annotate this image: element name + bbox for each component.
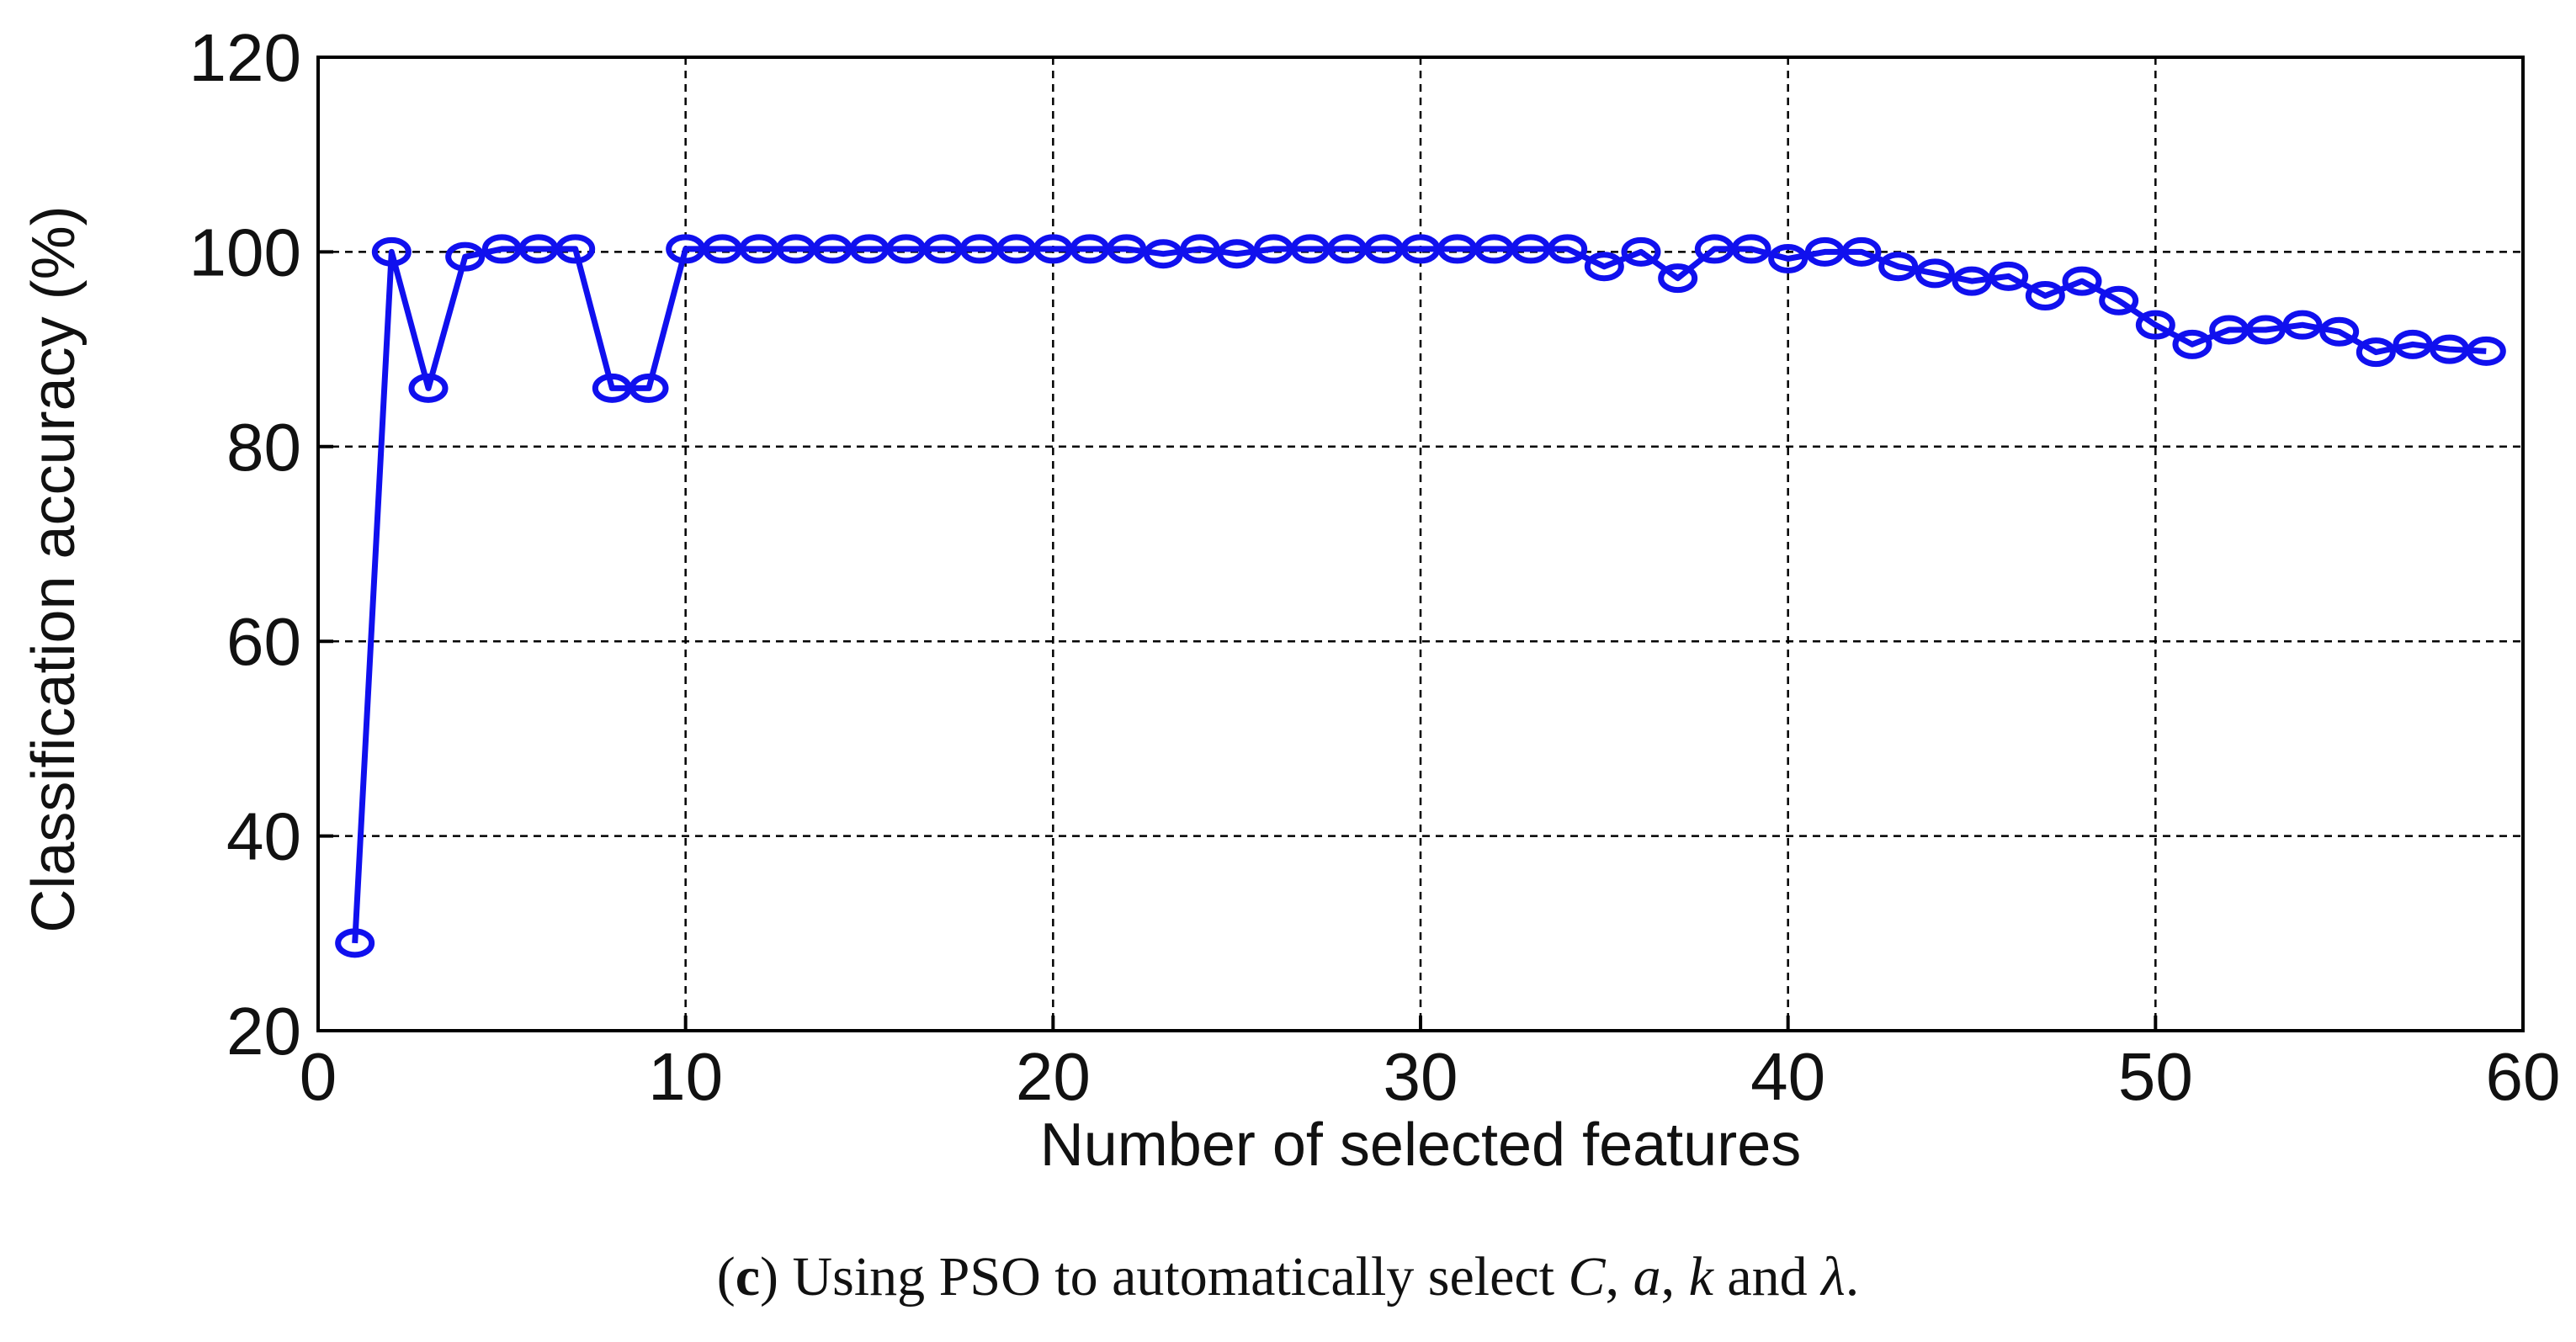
caption-var-a: a <box>1633 1246 1661 1308</box>
data-point <box>2282 310 2323 340</box>
data-point <box>2135 310 2175 340</box>
chart: 0 10 20 30 40 50 60 20 40 60 80 100 120 Number of s… <box>20 20 2561 1179</box>
data-point <box>1584 252 1624 282</box>
data-point <box>1658 263 1698 294</box>
data-point <box>996 234 1037 264</box>
data-point <box>2466 336 2506 366</box>
data-point <box>2172 329 2212 359</box>
x-tick-label: 20 <box>1016 1039 1091 1114</box>
data-point <box>1363 234 1404 264</box>
series-markers <box>335 234 2506 958</box>
data-point <box>1768 243 1809 273</box>
x-tick-label: 10 <box>648 1039 723 1114</box>
data-point <box>1804 236 1845 267</box>
data-point <box>2245 315 2286 345</box>
y-tick-label: 60 <box>226 604 301 679</box>
figure-caption: (c) Using PSO to automatically select C,… <box>716 1246 1860 1308</box>
data-point <box>2209 315 2249 345</box>
y-tick-label: 80 <box>226 410 301 485</box>
data-point <box>1548 234 1588 264</box>
data-point <box>555 234 596 264</box>
data-point <box>1952 266 1992 296</box>
data-point <box>371 236 412 267</box>
data-point <box>629 373 669 403</box>
data-point <box>518 234 559 264</box>
data-point <box>1180 234 1220 264</box>
data-point <box>2099 285 2139 316</box>
tick-marks <box>316 56 2525 1032</box>
data-point <box>445 241 486 272</box>
data-point <box>2062 266 2102 296</box>
y-tick-label: 120 <box>189 20 301 95</box>
x-axis-title: Number of selected features <box>1040 1111 1801 1179</box>
data-point <box>1070 234 1110 264</box>
data-point <box>702 234 742 264</box>
data-point <box>666 234 706 264</box>
data-point <box>2356 337 2396 368</box>
data-point <box>2025 280 2065 310</box>
data-point <box>812 234 852 264</box>
data-point <box>1290 234 1330 264</box>
caption-text: Using PSO to automatically select <box>792 1246 1555 1308</box>
grid-lines <box>318 57 2523 1031</box>
data-point <box>1033 234 1073 264</box>
data-point <box>1107 234 1147 264</box>
data-point <box>408 373 449 403</box>
data-point <box>2393 329 2433 359</box>
x-tick-labels: 0 10 20 30 40 50 60 <box>300 1039 2561 1114</box>
caption-and: and <box>1727 1246 1808 1308</box>
data-point <box>1217 239 1257 269</box>
x-tick-label: 50 <box>2118 1039 2193 1114</box>
data-point <box>2319 316 2360 347</box>
data-point <box>959 234 1000 264</box>
x-tick-label: 60 <box>2486 1039 2561 1114</box>
data-point <box>1327 234 1368 264</box>
y-tick-label: 40 <box>226 799 301 874</box>
y-tick-label: 20 <box>226 994 301 1069</box>
data-point <box>1878 252 1919 282</box>
data-point <box>886 234 927 264</box>
data-point <box>776 234 816 264</box>
y-axis-title: Classification accuracy (%) <box>20 205 88 932</box>
data-point <box>1400 234 1441 264</box>
data-point <box>1511 234 1551 264</box>
y-tick-labels: 20 40 60 80 100 120 <box>189 20 301 1069</box>
data-point <box>922 234 963 264</box>
data-point <box>849 234 890 264</box>
data-point <box>1143 239 1183 269</box>
x-tick-label: 40 <box>1750 1039 1825 1114</box>
data-point <box>1731 234 1771 264</box>
data-point <box>1253 234 1293 264</box>
data-point <box>335 928 375 958</box>
x-tick-label: 30 <box>1384 1039 1458 1114</box>
y-tick-label: 100 <box>189 215 301 289</box>
data-point <box>592 373 632 403</box>
data-point <box>1437 234 1478 264</box>
data-point <box>1841 236 1882 267</box>
data-point <box>1989 261 2029 291</box>
caption-var-k: k <box>1688 1246 1713 1308</box>
data-point <box>739 234 779 264</box>
data-point <box>1915 258 1955 289</box>
caption-label: c <box>735 1246 761 1308</box>
data-point <box>481 234 522 264</box>
caption-var-c: C <box>1568 1246 1606 1308</box>
data-point <box>1474 234 1514 264</box>
data-point <box>1621 236 1661 267</box>
data-point <box>1694 234 1734 264</box>
x-tick-label: 0 <box>300 1039 337 1114</box>
caption-var-lambda: λ <box>1821 1246 1846 1308</box>
data-point <box>2430 334 2470 364</box>
